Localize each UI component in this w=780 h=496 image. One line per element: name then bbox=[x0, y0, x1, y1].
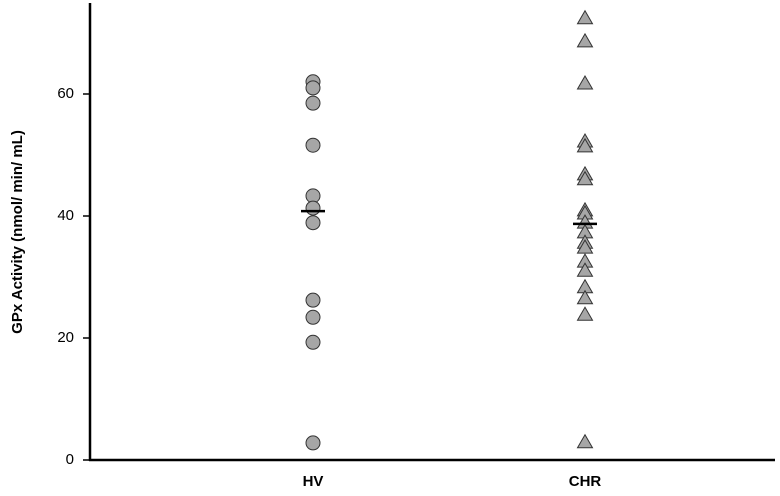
data-point bbox=[576, 170, 594, 186]
data-point bbox=[305, 80, 321, 96]
y-tick-label: 20 bbox=[57, 329, 74, 346]
y-axis-label: GPx Activity (nmol/ min/ mL) bbox=[9, 130, 26, 334]
y-tick-label: 60 bbox=[57, 85, 74, 102]
data-point bbox=[576, 433, 594, 449]
data-point bbox=[305, 95, 321, 111]
data-point bbox=[576, 9, 594, 25]
data-point bbox=[305, 292, 321, 308]
data-point bbox=[576, 306, 594, 321]
data-point bbox=[576, 239, 594, 254]
data-point bbox=[576, 75, 594, 90]
data-point bbox=[305, 334, 321, 350]
data-point bbox=[305, 215, 321, 231]
x-tick-label: CHR bbox=[569, 473, 602, 490]
data-point bbox=[576, 137, 594, 153]
y-tick-label: 40 bbox=[57, 207, 74, 224]
y-tick-label: 0 bbox=[66, 451, 74, 468]
data-point bbox=[576, 32, 594, 48]
data-point bbox=[305, 200, 321, 216]
data-point bbox=[305, 137, 321, 153]
x-tick-label: HV bbox=[303, 473, 324, 490]
data-point bbox=[576, 289, 594, 305]
data-point bbox=[576, 262, 594, 277]
data-point bbox=[305, 435, 321, 451]
data-point bbox=[305, 309, 321, 325]
